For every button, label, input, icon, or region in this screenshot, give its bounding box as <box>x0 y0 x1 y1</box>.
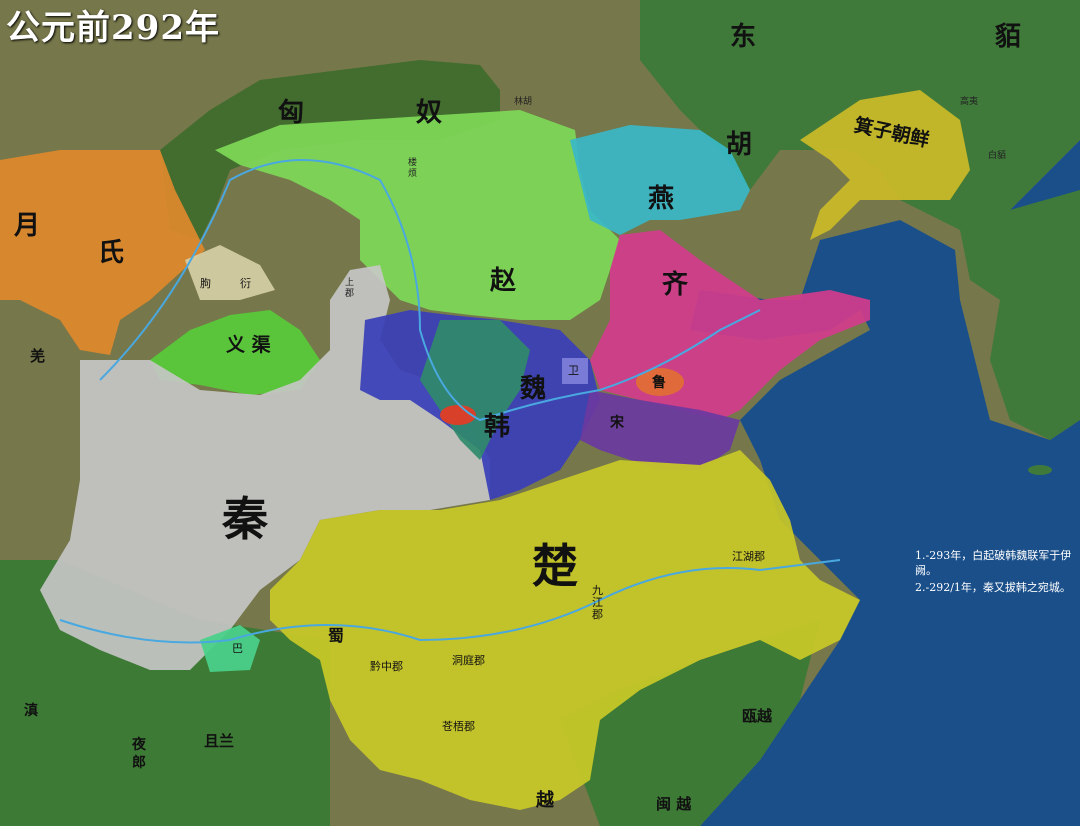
region-chu <box>270 450 860 810</box>
region-yiqu <box>150 310 320 395</box>
label-jianghu: 江湖郡 <box>732 550 765 563</box>
label-qianzhong: 黔中郡 <box>370 660 403 673</box>
label-yiqu: 义 渠 <box>226 334 271 356</box>
map-notes: 1.-293年，白起破韩魏联军于伊阙。 2.-292/1年，秦又拔韩之宛城。 <box>915 548 1077 597</box>
southeast-land <box>560 620 820 826</box>
label-gaoyi: 高夷 <box>960 97 979 107</box>
label-qi: 齐 <box>662 270 689 300</box>
label-quyan-1: 朐 <box>200 277 211 290</box>
region-han <box>420 320 530 460</box>
label-loufan: 楼烦 <box>408 158 418 179</box>
label-yan: 燕 <box>648 184 675 214</box>
label-xiongnu-2: 奴 <box>416 98 443 128</box>
label-mo: 貊 <box>995 22 1022 52</box>
label-song: 宋 <box>610 415 624 431</box>
region-xiongnu <box>160 60 500 240</box>
region-yan <box>570 125 750 235</box>
label-yelang: 夜郎 <box>132 737 146 771</box>
region-yuezhi <box>0 150 205 355</box>
note-1: 1.-293年，白起破韩魏联军于伊阙。 <box>915 549 1072 577</box>
label-yuezhi-2: 氏 <box>98 238 125 268</box>
region-wei-small <box>562 358 588 384</box>
label-zhao: 赵 <box>490 266 517 296</box>
label-wei: 魏 <box>520 374 547 404</box>
region-zhao <box>215 110 620 320</box>
label-xiongnu-1: 匈 <box>278 98 305 128</box>
label-shangjun: 上郡 <box>345 278 355 299</box>
label-shu: 蜀 <box>328 626 345 645</box>
label-dongting: 洞庭郡 <box>452 654 485 667</box>
label-wei-small: 卫 <box>568 364 579 377</box>
region-song <box>580 390 740 470</box>
label-linhu: 林胡 <box>514 97 533 107</box>
label-dian: 滇 <box>24 703 38 719</box>
label-jiujiang: 九江郡 <box>592 584 603 621</box>
jeju-island <box>1028 465 1052 475</box>
region-jizi <box>800 90 970 240</box>
label-chu: 楚 <box>532 539 578 593</box>
label-juelan: 且兰 <box>204 732 235 750</box>
label-donghu-1: 东 <box>730 22 757 52</box>
region-quyan <box>185 245 275 300</box>
label-lu: 鲁 <box>652 375 666 391</box>
label-qiang: 羌 <box>30 347 46 365</box>
map-title: 公元前292年 <box>6 8 220 48</box>
yangtze-river <box>59 559 841 644</box>
label-yuezhi-1: 月 <box>14 211 41 241</box>
korea <box>960 190 1080 440</box>
note-2: 2.-292/1年，秦又拔韩之宛城。 <box>915 581 1071 594</box>
label-qin: 秦 <box>222 492 268 546</box>
label-minyue: 闽 越 <box>656 795 692 813</box>
label-donghu-2: 胡 <box>726 130 753 160</box>
label-cangwu: 苍梧郡 <box>442 720 475 733</box>
label-yue: 越 <box>536 790 554 811</box>
label-quyan-2: 衍 <box>240 277 251 290</box>
label-ouyue: 瓯越 <box>742 707 773 725</box>
region-zhou <box>440 405 476 425</box>
region-lu <box>636 368 684 396</box>
label-baiyi: 白貊 <box>988 151 1007 161</box>
label-han: 韩 <box>484 412 511 442</box>
label-ba: 巴 <box>232 642 243 655</box>
yellow-river <box>99 159 761 422</box>
